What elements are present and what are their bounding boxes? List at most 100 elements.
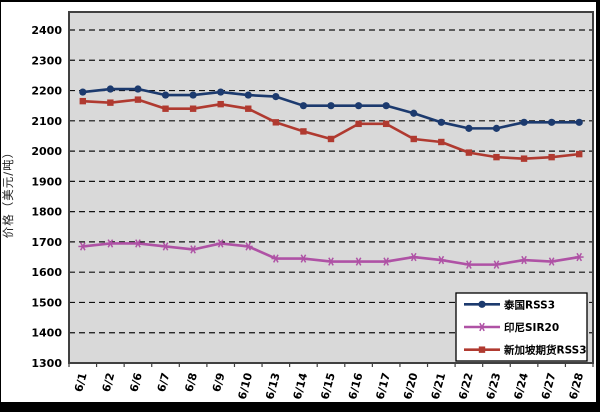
data-point-marker-circle [410, 109, 418, 117]
y-axis-tick-label: 1600 [31, 266, 62, 279]
x-axis: 6/1 6/2 6/6 6/7 6/8 6/9 6/10 6/13 6/14 6/15 6/16 6/… [68, 363, 594, 401]
data-point-marker-circle [217, 88, 225, 96]
x-axis-tick-label: 6/20 [401, 371, 421, 401]
data-point-marker-circle [244, 91, 252, 99]
data-point-marker-square [189, 105, 197, 112]
x-axis-tick-label: 6/23 [484, 371, 504, 400]
data-point-marker-circle [299, 102, 308, 110]
x-axis-tick-label: 6/6 [127, 371, 145, 393]
legend-item: 新加坡期货RSS3 [464, 344, 587, 357]
data-point-marker-circle [106, 85, 114, 93]
legend-label: 印尼SIR20 [504, 322, 559, 334]
data-point-marker-circle [437, 118, 445, 126]
y-axis-tick-label: 1400 [31, 327, 62, 340]
data-point-marker-circle [161, 91, 170, 99]
y-axis-tick-label: 2100 [31, 115, 62, 128]
data-point-marker-star [438, 255, 445, 265]
y-axis-tick-label: 2200 [31, 85, 62, 98]
data-point-marker-square [576, 150, 583, 158]
gridlines [69, 29, 593, 334]
data-point-marker-star [162, 242, 169, 251]
series-1 [78, 239, 584, 269]
y-axis-tick-label: 2400 [31, 24, 62, 37]
plot-border-rect [68, 11, 594, 364]
data-point-marker-star [548, 257, 555, 266]
legend-label: 新加坡期货RSS3 [504, 344, 587, 357]
data-point-marker-square [410, 135, 417, 143]
x-axis-tick-label: 6/14 [291, 371, 311, 401]
y-axis: 1300 1400 1500 1600 1700 1800 1900 2000 2100 2200… [31, 24, 62, 370]
data-point-marker-circle [520, 118, 528, 126]
data-point-marker-square [79, 97, 86, 105]
data-point-marker-star [479, 322, 485, 332]
data-point-marker-circle [382, 102, 390, 110]
data-point-marker-circle [79, 88, 87, 96]
data-point-marker-square [107, 99, 114, 106]
data-point-marker-star [466, 260, 472, 269]
data-point-marker-star [272, 254, 279, 263]
data-point-marker-star [383, 257, 390, 266]
data-point-marker-circle [465, 124, 473, 132]
data-point-marker-square [272, 119, 280, 126]
data-point-marker-star [410, 252, 417, 262]
y-axis-tick-label: 1700 [31, 236, 62, 249]
x-axis-tick-label: 6/27 [539, 371, 559, 400]
data-point-marker-star [217, 239, 224, 248]
data-point-marker-star [328, 257, 334, 266]
data-point-marker-circle [134, 85, 142, 93]
data-point-marker-star [245, 242, 252, 251]
data-series [78, 85, 584, 269]
data-point-marker-star [107, 239, 114, 248]
x-axis-tick-label: 6/24 [511, 371, 531, 401]
x-axis-tick-label: 6/22 [456, 371, 476, 400]
data-point-marker-star [135, 239, 141, 248]
plot-border [68, 11, 594, 364]
data-point-marker-square [245, 105, 252, 112]
series-0 [79, 85, 583, 132]
data-point-marker-square [465, 149, 473, 156]
data-point-marker-circle [189, 91, 197, 99]
data-point-marker-square [548, 153, 555, 161]
x-axis-tick-label: 6/21 [429, 371, 449, 400]
data-point-marker-circle [548, 118, 556, 126]
x-axis-tick-label: 6/9 [210, 371, 228, 393]
y-axis-title: 价格（美元/吨） [1, 146, 15, 238]
legend-item: 泰国RSS3 [464, 298, 555, 311]
chart-frame: 1300 1400 1500 1600 1700 1800 1900 2000 2100 2200… [1, 2, 596, 402]
data-point-marker-star [493, 260, 500, 269]
y-axis-tick-label: 2300 [31, 54, 62, 67]
y-axis-tick-label: 1800 [31, 206, 62, 219]
x-axis-tick-label: 6/8 [182, 371, 200, 393]
data-point-marker-square [438, 138, 445, 146]
data-point-marker-circle [492, 124, 501, 132]
data-point-marker-star [300, 254, 307, 263]
legend-label: 泰国RSS3 [503, 298, 555, 311]
data-point-marker-star [355, 257, 362, 266]
data-point-marker-square [217, 100, 224, 108]
data-point-marker-star [190, 245, 196, 254]
data-point-marker-square [134, 96, 142, 103]
data-point-marker-star [79, 242, 86, 251]
series-2 [79, 96, 583, 162]
x-axis-tick-label: 6/1 [72, 371, 90, 393]
data-point-marker-square [520, 155, 528, 162]
y-axis-tick-label: 1900 [31, 175, 62, 188]
x-axis-tick-label: 6/13 [263, 371, 283, 400]
data-point-marker-square [493, 153, 500, 161]
legend-item: 印尼SIR20 [464, 322, 559, 334]
x-axis-tick-label: 6/16 [346, 371, 366, 401]
x-axis-tick-label: 6/10 [236, 371, 256, 401]
data-point-marker-circle [354, 102, 363, 110]
x-axis-tick-label: 6/17 [374, 371, 394, 400]
data-point-marker-square [300, 128, 307, 135]
data-point-marker-square [382, 120, 390, 128]
data-point-marker-circle [272, 93, 280, 101]
y-axis-tick-label: 2000 [31, 145, 62, 158]
data-point-marker-square [478, 346, 486, 353]
data-point-marker-square [162, 105, 169, 112]
price-line-chart: 1300 1400 1500 1600 1700 1800 1900 2000 2100 2200… [1, 11, 594, 401]
y-axis-tick-label: 1500 [31, 296, 62, 309]
data-point-marker-square [355, 120, 362, 128]
y-axis-tick-label: 1300 [31, 357, 62, 370]
data-point-marker-square [327, 135, 335, 143]
